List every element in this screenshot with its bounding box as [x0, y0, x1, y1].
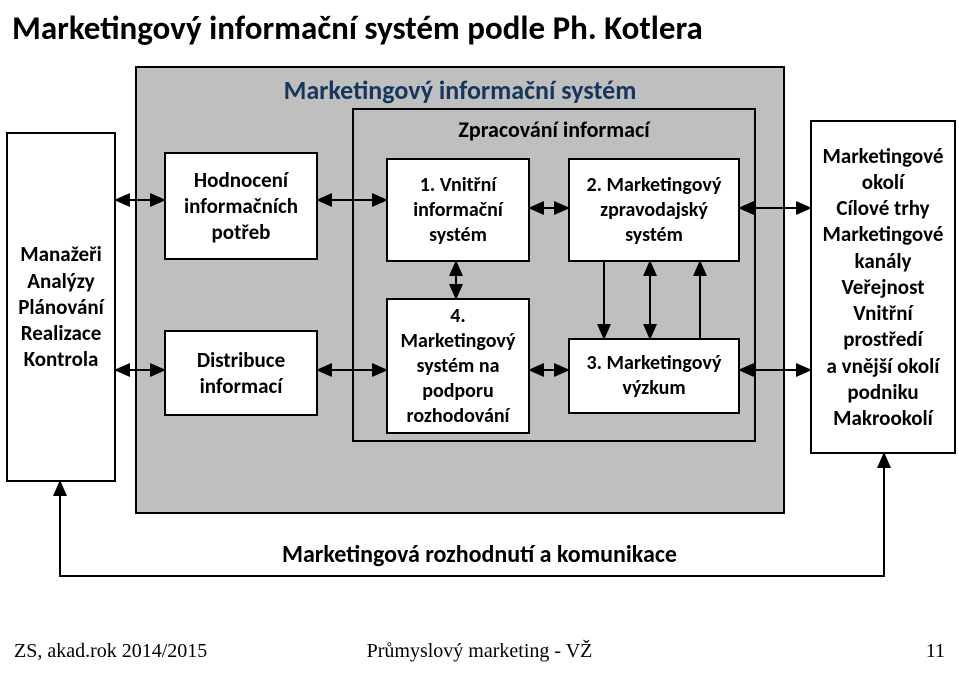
processing-title: Zpracování informací: [352, 116, 756, 143]
managers-box: Manažeři Analýzy Plánování Realizace Kon…: [6, 132, 116, 482]
marketing-intelligence-box: 2. Marketingový zpravodajský systém: [568, 158, 740, 262]
marketing-research-box: 3. Marketingový výzkum: [568, 338, 740, 414]
footer-center: Průmyslový marketing - VŽ: [0, 640, 959, 663]
decision-label: Marketingová rozhodnutí a komunikace: [0, 540, 959, 569]
decision-support-box: 4. Marketingový systém na podporu rozhod…: [386, 298, 530, 434]
needs-assessment-box: Hodnocení informačních potřeb: [164, 152, 318, 260]
environment-box: Marketingové okolí Cílové trhy Marketing…: [810, 120, 956, 454]
footer-page-number: 11: [926, 640, 945, 663]
page-title: Marketingový informační systém podle Ph.…: [0, 0, 959, 48]
mis-panel-title: Marketingový informační systém: [137, 68, 783, 106]
distribution-box: Distribuce informací: [164, 330, 318, 416]
internal-info-system-box: 1. Vnitřní informační systém: [386, 158, 530, 262]
